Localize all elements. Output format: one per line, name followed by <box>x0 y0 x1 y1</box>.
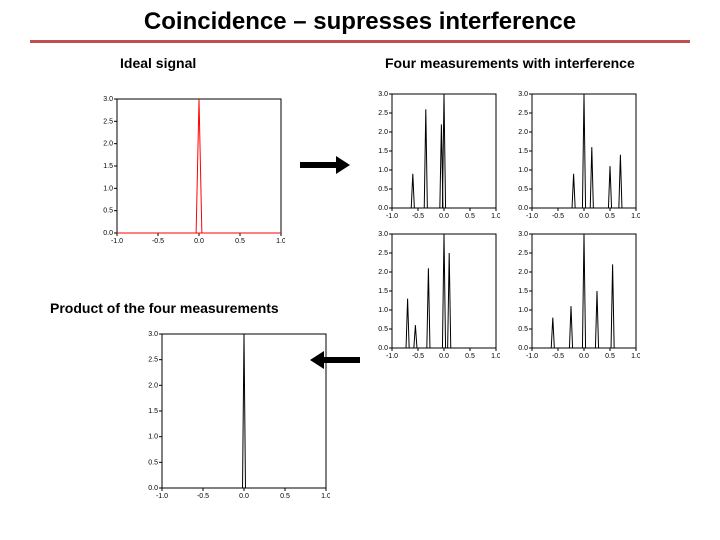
svg-text:0.5: 0.5 <box>235 238 245 245</box>
subtitle-product: Product of the four measurements <box>50 300 279 316</box>
svg-text:2.5: 2.5 <box>518 110 528 117</box>
svg-text:1.5: 1.5 <box>518 288 528 295</box>
svg-text:0.5: 0.5 <box>518 326 528 333</box>
svg-text:1.0: 1.0 <box>276 238 285 245</box>
chart-measurement-4: 0.0 0.5 1.0 1.5 2.0 2.5 3.0 -1.0 -0.5 0.0 0.5 1.0 <box>510 230 640 360</box>
svg-text:0.5: 0.5 <box>465 213 475 220</box>
svg-text:2.5: 2.5 <box>103 118 113 125</box>
svg-text:-1.0: -1.0 <box>156 493 168 500</box>
svg-text:-0.5: -0.5 <box>197 493 209 500</box>
chart-measurement-2: 0.0 0.5 1.0 1.5 2.0 2.5 3.0 -1.0 -0.5 0.0 0.5 1.0 <box>510 90 640 220</box>
svg-text:0.5: 0.5 <box>280 493 290 500</box>
svg-text:1.0: 1.0 <box>321 493 330 500</box>
svg-text:-0.5: -0.5 <box>412 353 424 360</box>
svg-text:3.0: 3.0 <box>378 231 388 238</box>
svg-text:1.0: 1.0 <box>491 353 500 360</box>
svg-text:0.0: 0.0 <box>439 213 449 220</box>
svg-text:1.5: 1.5 <box>518 148 528 155</box>
svg-text:0.5: 0.5 <box>378 326 388 333</box>
svg-text:-1.0: -1.0 <box>386 213 398 220</box>
chart-ideal-signal: 0.0 0.5 1.0 1.5 2.0 2.5 3.0 -1.0 -0.5 0.0 0.5 1.0 <box>95 95 285 245</box>
svg-text:0.0: 0.0 <box>103 230 113 237</box>
svg-text:2.0: 2.0 <box>518 269 528 276</box>
svg-text:1.0: 1.0 <box>378 167 388 174</box>
svg-text:1.0: 1.0 <box>491 213 500 220</box>
svg-text:1.5: 1.5 <box>378 148 388 155</box>
svg-text:0.0: 0.0 <box>579 213 589 220</box>
title-underline <box>30 40 690 43</box>
svg-text:3.0: 3.0 <box>518 91 528 98</box>
svg-text:2.5: 2.5 <box>148 357 158 364</box>
svg-text:0.5: 0.5 <box>148 459 158 466</box>
svg-text:-0.5: -0.5 <box>552 213 564 220</box>
svg-text:1.0: 1.0 <box>518 167 528 174</box>
svg-text:0.0: 0.0 <box>579 353 589 360</box>
svg-text:-0.5: -0.5 <box>152 238 164 245</box>
svg-text:0.5: 0.5 <box>465 353 475 360</box>
chart-measurement-3: 0.0 0.5 1.0 1.5 2.0 2.5 3.0 -1.0 -0.5 0.0 0.5 1.0 <box>370 230 500 360</box>
svg-text:1.0: 1.0 <box>631 353 640 360</box>
svg-text:1.0: 1.0 <box>148 434 158 441</box>
svg-text:3.0: 3.0 <box>103 96 113 103</box>
svg-text:-1.0: -1.0 <box>386 353 398 360</box>
svg-text:1.0: 1.0 <box>518 307 528 314</box>
svg-text:0.5: 0.5 <box>378 186 388 193</box>
svg-text:-0.5: -0.5 <box>412 213 424 220</box>
slide-title: Coincidence – supresses interference <box>0 0 720 36</box>
svg-text:-1.0: -1.0 <box>111 238 123 245</box>
svg-text:2.0: 2.0 <box>148 382 158 389</box>
svg-text:2.0: 2.0 <box>378 269 388 276</box>
svg-text:2.0: 2.0 <box>103 141 113 148</box>
chart-measurement-1: 0.0 0.5 1.0 1.5 2.0 2.5 3.0 -1.0 -0.5 0.0 0.5 1.0 <box>370 90 500 220</box>
svg-text:0.5: 0.5 <box>518 186 528 193</box>
svg-text:0.5: 0.5 <box>103 208 113 215</box>
svg-text:3.0: 3.0 <box>378 91 388 98</box>
svg-text:2.0: 2.0 <box>518 129 528 136</box>
svg-text:1.5: 1.5 <box>103 163 113 170</box>
subtitle-four-measurements: Four measurements with interference <box>385 55 635 71</box>
arrow-right-icon <box>300 155 350 175</box>
svg-text:0.0: 0.0 <box>378 205 388 212</box>
svg-text:0.0: 0.0 <box>239 493 249 500</box>
svg-text:1.5: 1.5 <box>378 288 388 295</box>
svg-text:2.5: 2.5 <box>378 110 388 117</box>
svg-text:-0.5: -0.5 <box>552 353 564 360</box>
subtitle-ideal: Ideal signal <box>120 55 196 71</box>
svg-text:0.0: 0.0 <box>148 485 158 492</box>
svg-text:0.0: 0.0 <box>439 353 449 360</box>
svg-text:2.5: 2.5 <box>378 250 388 257</box>
svg-text:2.0: 2.0 <box>378 129 388 136</box>
svg-text:3.0: 3.0 <box>148 331 158 338</box>
svg-text:2.5: 2.5 <box>518 250 528 257</box>
svg-text:0.0: 0.0 <box>378 345 388 352</box>
svg-text:0.5: 0.5 <box>605 353 615 360</box>
slide-root: { "title": "Coincidence – supresses inte… <box>0 0 720 540</box>
svg-text:1.0: 1.0 <box>378 307 388 314</box>
svg-text:3.0: 3.0 <box>518 231 528 238</box>
svg-text:-1.0: -1.0 <box>526 353 538 360</box>
svg-text:1.0: 1.0 <box>103 185 113 192</box>
chart-product: 0.0 0.5 1.0 1.5 2.0 2.5 3.0 -1.0 -0.5 0.0 0.5 1.0 <box>140 330 330 500</box>
svg-text:0.5: 0.5 <box>605 213 615 220</box>
svg-text:0.0: 0.0 <box>518 205 528 212</box>
svg-text:0.0: 0.0 <box>194 238 204 245</box>
svg-text:-1.0: -1.0 <box>526 213 538 220</box>
svg-text:0.0: 0.0 <box>518 345 528 352</box>
arrow-left-icon <box>310 350 360 370</box>
svg-text:1.0: 1.0 <box>631 213 640 220</box>
svg-text:1.5: 1.5 <box>148 408 158 415</box>
